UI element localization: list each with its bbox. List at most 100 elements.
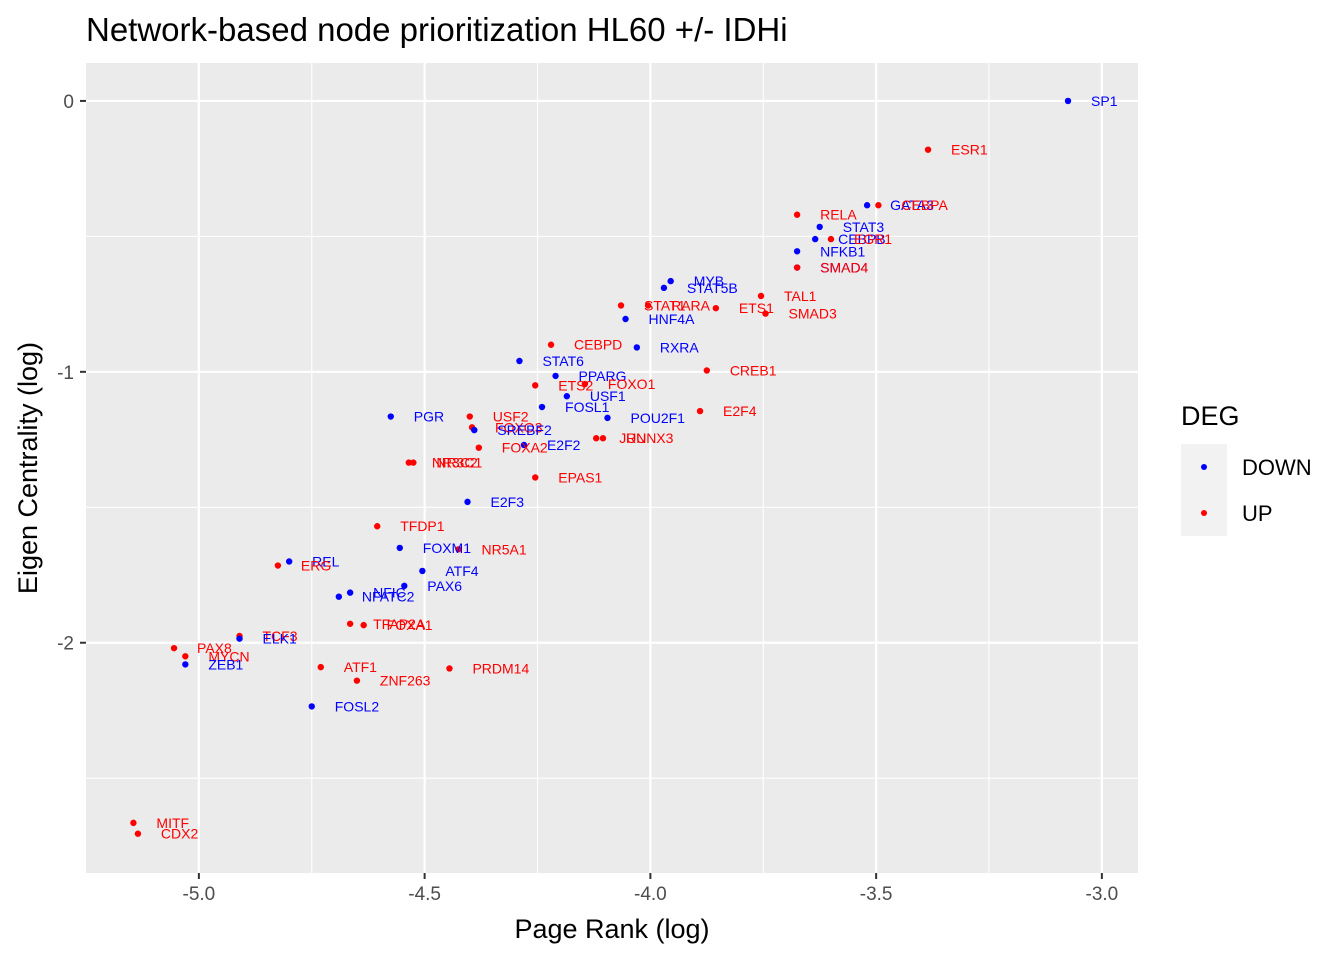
point-label: POU2F1	[630, 410, 685, 426]
data-point	[793, 264, 801, 271]
data-point	[285, 558, 293, 565]
x-axis-title: Page Rank (log)	[514, 914, 709, 944]
axis-ticks: -5.0 -4.5 -4.0 -3.5 -3.0 0 -1 -2	[57, 92, 1118, 905]
legend-title: DEG	[1181, 401, 1240, 431]
data-point	[182, 653, 189, 660]
point-label: USF2	[493, 409, 529, 425]
data-point	[405, 459, 413, 466]
legend-label-down: DOWN	[1242, 455, 1312, 480]
data-point	[471, 426, 478, 434]
point-label: STAT1	[644, 297, 686, 313]
point-label: FOSL2	[335, 698, 380, 714]
data-point	[592, 435, 600, 442]
legend: DEG DOWN UP	[1181, 401, 1312, 536]
data-point	[633, 344, 641, 351]
point-label: STAT5B	[687, 280, 738, 296]
data-point	[520, 441, 528, 449]
major-gridlines	[86, 63, 1138, 873]
data-points	[130, 97, 1072, 837]
chart-title: Network-based node prioritization HL60 +…	[86, 11, 788, 48]
data-point	[396, 544, 403, 552]
data-point	[811, 235, 819, 243]
data-point	[182, 661, 189, 668]
point-label: RXRA	[660, 339, 700, 355]
data-point	[563, 393, 571, 400]
data-point	[712, 304, 720, 312]
point-label: CEBPD	[574, 337, 622, 353]
data-point	[816, 223, 823, 231]
data-point	[1064, 97, 1072, 105]
point-label: NFATC2	[362, 589, 415, 605]
data-point	[274, 562, 282, 569]
data-point	[863, 202, 871, 209]
data-point	[130, 819, 137, 827]
point-label: PGR	[414, 409, 444, 425]
point-label: JUN	[619, 430, 646, 446]
point-label: NR3C2	[432, 455, 478, 471]
data-point	[622, 315, 629, 323]
data-point	[581, 380, 589, 388]
data-point	[793, 248, 801, 255]
point-label: FOXO3	[495, 419, 543, 435]
point-label: SP1	[1091, 93, 1118, 109]
data-point	[793, 211, 801, 218]
point-label: SMAD4	[820, 260, 868, 276]
data-point	[532, 382, 539, 389]
x-tick-label: -4.5	[408, 884, 441, 905]
data-point	[455, 546, 462, 553]
data-point	[827, 235, 835, 243]
point-label: USF1	[590, 388, 626, 404]
point-label: RARA	[671, 297, 711, 313]
point-label: ATF4	[445, 563, 478, 579]
point-label: NR3C1	[436, 455, 482, 471]
point-label: CDX2	[161, 826, 199, 842]
data-point	[410, 459, 417, 466]
data-point	[660, 284, 668, 292]
data-point	[757, 292, 765, 300]
point-label: EPAS1	[558, 469, 602, 485]
data-point	[134, 830, 142, 837]
point-label: NR5A1	[481, 541, 526, 557]
point-label: E2F4	[723, 403, 757, 419]
point-label: TCF3	[263, 628, 298, 644]
point-label: TFAP2A	[373, 616, 426, 632]
data-point	[875, 202, 882, 209]
point-label: E2F3	[491, 494, 525, 510]
point-label: PPARG	[579, 368, 627, 384]
point-label: STAT3	[843, 219, 885, 235]
data-point	[924, 146, 932, 153]
point-label: TFDP1	[400, 518, 445, 534]
legend-up-dot	[1201, 510, 1207, 516]
data-point	[464, 498, 471, 506]
point-label: STAT6	[542, 353, 584, 369]
x-tick-label: -3.5	[860, 884, 893, 905]
point-label: GATA3	[890, 197, 934, 213]
data-point	[538, 403, 546, 411]
point-label: MYCN	[208, 648, 249, 664]
point-label: FOSL1	[565, 399, 610, 415]
data-point	[696, 407, 704, 415]
data-point	[335, 593, 343, 600]
y-tick-label: -1	[57, 363, 74, 384]
point-label: PAX8	[197, 640, 232, 656]
point-label: CREB1	[730, 362, 777, 378]
point-label: FOXA1	[387, 617, 433, 633]
data-point	[466, 413, 473, 420]
data-point	[599, 435, 607, 442]
data-point	[346, 620, 354, 627]
data-point	[552, 372, 559, 380]
point-label: PAX6	[427, 578, 462, 594]
data-point	[353, 677, 361, 684]
point-label: ETS1	[739, 300, 774, 316]
point-label: NFIC	[373, 585, 406, 601]
point-label: CEBPA	[901, 197, 948, 213]
data-point	[401, 582, 408, 590]
plot-panel	[86, 63, 1138, 873]
point-label: MITF	[156, 815, 189, 831]
point-label: CEBPB	[838, 231, 885, 247]
data-point	[387, 413, 394, 420]
point-label: FOXO1	[608, 376, 656, 392]
point-label: TAL1	[784, 288, 817, 304]
point-label: ZNF263	[380, 673, 431, 689]
point-label: SMAD3	[789, 306, 837, 322]
